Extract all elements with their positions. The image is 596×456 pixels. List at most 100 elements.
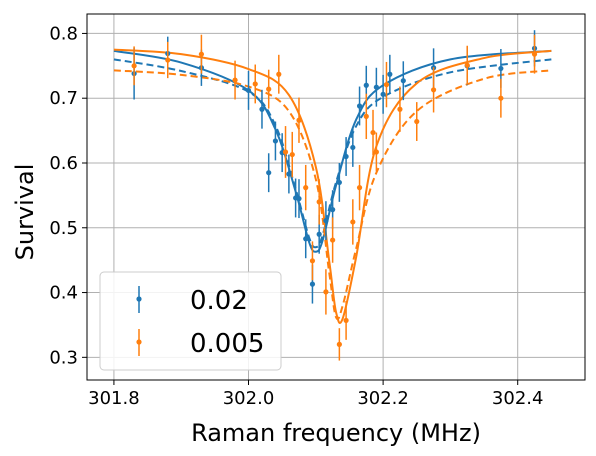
data-point-series-2 — [296, 97, 302, 143]
data-point-series-2 — [276, 54, 282, 94]
point-marker — [400, 78, 406, 84]
data-point-series-1 — [400, 61, 406, 101]
point-marker — [343, 153, 349, 160]
data-point-series-1 — [303, 219, 309, 259]
data-point-series-2 — [309, 241, 316, 281]
legend-marker-series-1 — [136, 286, 142, 313]
point-marker — [316, 199, 322, 205]
point-marker — [272, 138, 279, 144]
data-point-series-2 — [370, 109, 376, 156]
x-tick-label: 302.0 — [223, 388, 275, 409]
data-point-series-2 — [498, 78, 504, 118]
point-marker — [198, 51, 205, 57]
data-point-series-2 — [343, 300, 349, 340]
data-point-series-2 — [464, 45, 470, 85]
point-marker — [282, 149, 289, 155]
x-tick-label: 301.8 — [88, 388, 140, 409]
data-point-series-2 — [165, 41, 171, 79]
data-points — [131, 30, 538, 361]
data-point-series-2 — [323, 269, 329, 315]
data-point-series-1 — [350, 128, 356, 167]
point-marker — [336, 179, 342, 186]
y-tick-label: 0.4 — [49, 283, 78, 304]
legend-label-series-1: 0.02 — [190, 286, 248, 316]
data-point-series-2 — [316, 179, 322, 225]
data-point-series-2 — [198, 34, 205, 74]
data-point-series-1 — [272, 121, 279, 161]
data-point-series-2 — [330, 217, 336, 263]
data-point-series-2 — [303, 164, 309, 211]
data-point-series-1 — [245, 71, 252, 110]
point-marker — [330, 207, 336, 213]
point-marker — [464, 62, 470, 68]
data-point-series-2 — [373, 132, 379, 172]
point-marker — [336, 341, 342, 347]
x-tick-label: 302.4 — [492, 388, 544, 409]
x-axis-label: Raman frequency (MHz) — [191, 419, 481, 447]
point-marker — [397, 106, 403, 112]
data-point-series-1 — [259, 89, 265, 129]
point-marker — [296, 196, 302, 202]
legend-box — [99, 271, 282, 371]
data-point-series-1 — [380, 74, 386, 114]
data-point-series-2 — [531, 34, 538, 74]
point-marker — [316, 231, 322, 237]
point-marker — [232, 77, 238, 83]
y-axis-label: Survival — [11, 164, 39, 261]
point-marker — [380, 91, 386, 97]
point-marker — [303, 236, 309, 242]
data-point-series-2 — [430, 67, 437, 113]
point-marker — [266, 86, 272, 92]
y-tick-label: 0.3 — [49, 347, 78, 368]
plot-frame — [86, 13, 586, 381]
data-point-series-2 — [266, 69, 272, 109]
point-marker — [363, 113, 369, 119]
point-marker — [373, 149, 379, 155]
point-marker — [430, 87, 437, 93]
data-point-series-2 — [282, 126, 289, 178]
point-marker — [363, 82, 369, 88]
data-point-series-1 — [286, 154, 292, 194]
data-point-series-2 — [383, 61, 390, 108]
data-point-series-2 — [336, 328, 342, 361]
point-marker — [373, 84, 379, 90]
point-marker — [309, 281, 316, 287]
point-marker — [286, 171, 292, 177]
y-axis-ticks: 0.3 0.4 0.5 0.6 0.7 0.8 — [49, 23, 87, 368]
legend-marker-series-2 — [136, 329, 142, 356]
point-marker — [296, 117, 302, 123]
y-tick-label: 0.6 — [49, 153, 78, 174]
point-marker — [309, 258, 316, 264]
point-marker — [370, 129, 376, 136]
point-marker — [387, 71, 393, 77]
y-tick-label: 0.8 — [49, 23, 78, 44]
x-tick-label: 302.2 — [357, 388, 409, 409]
data-point-series-2 — [414, 102, 420, 141]
data-point-series-1 — [296, 179, 302, 219]
point-marker — [350, 144, 356, 151]
data-point-series-2 — [350, 199, 356, 245]
point-marker — [531, 51, 538, 57]
point-marker — [165, 57, 171, 63]
data-point-series-2 — [363, 93, 369, 140]
point-marker — [356, 103, 363, 109]
point-marker — [259, 106, 265, 112]
point-marker — [383, 82, 390, 88]
y-tick-label: 0.7 — [49, 88, 78, 109]
point-marker — [330, 237, 336, 243]
point-marker — [303, 185, 309, 191]
data-point-series-2 — [289, 131, 295, 178]
point-marker — [245, 87, 252, 94]
data-point-series-1 — [387, 54, 393, 94]
point-marker — [252, 81, 258, 87]
data-point-series-1 — [356, 86, 363, 126]
point-marker — [131, 63, 137, 69]
fit-solid-series-2 — [113, 48, 552, 324]
x-axis-ticks: 301.8 302.0 302.2 302.4 — [88, 380, 543, 409]
data-point-series-1 — [323, 201, 329, 241]
legend: 0.02 0.005 — [99, 271, 282, 371]
data-point-series-1 — [373, 67, 379, 107]
point-marker — [498, 95, 504, 101]
point-marker — [266, 170, 272, 176]
